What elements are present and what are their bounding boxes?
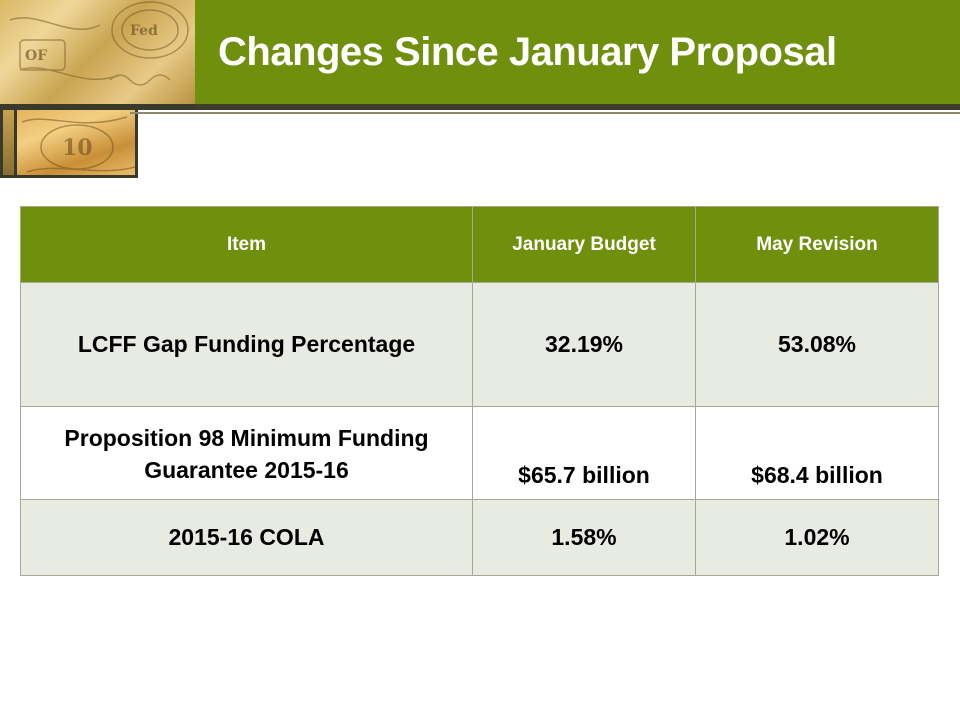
svg-text:OF: OF <box>25 48 47 64</box>
header-band <box>195 0 960 107</box>
column-header-may-revision: May Revision <box>695 206 939 283</box>
cell-may-revision: 53.08% <box>695 282 939 407</box>
header-divider-thin <box>130 112 960 114</box>
table-header-row: Item January Budget May Revision <box>20 206 939 283</box>
table-row: 2015-16 COLA 1.58% 1.02% <box>20 499 939 576</box>
cell-january-budget: $65.7 billion <box>472 406 696 500</box>
svg-text:10: 10 <box>62 135 93 161</box>
cell-january-budget: 32.19% <box>472 282 696 407</box>
slide-title: Changes Since January Proposal <box>218 30 837 74</box>
cell-item: LCFF Gap Funding Percentage <box>20 282 473 407</box>
column-header-january-budget: January Budget <box>472 206 696 283</box>
cell-may-revision: 1.02% <box>695 499 939 576</box>
cell-item: 2015-16 COLA <box>20 499 473 576</box>
money-image-small: 10 <box>14 104 138 178</box>
svg-text:Fed: Fed <box>130 23 158 39</box>
money-image: OF Fed <box>0 0 198 107</box>
money-image-edge <box>0 104 16 178</box>
column-header-item: Item <box>20 206 473 283</box>
header-divider <box>0 107 960 110</box>
cell-item: Proposition 98 Minimum Funding Guarantee… <box>20 406 473 500</box>
comparison-table: Item January Budget May Revision LCFF Ga… <box>20 206 939 576</box>
table-row: LCFF Gap Funding Percentage 32.19% 53.08… <box>20 282 939 407</box>
cell-january-budget: 1.58% <box>472 499 696 576</box>
cell-may-revision: $68.4 billion <box>695 406 939 500</box>
table-row: Proposition 98 Minimum Funding Guarantee… <box>20 406 939 500</box>
